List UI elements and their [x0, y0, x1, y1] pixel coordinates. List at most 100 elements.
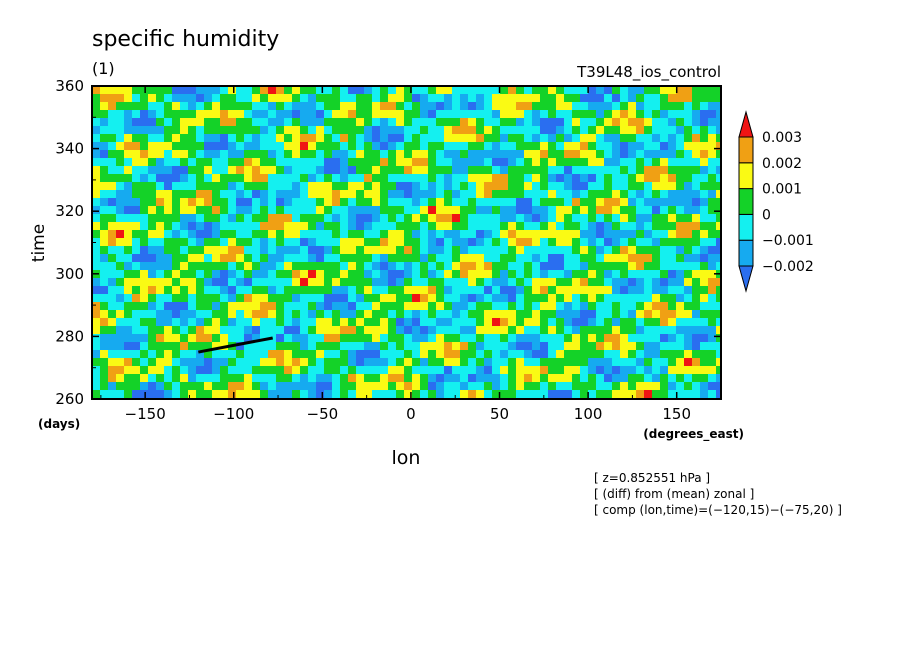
- heatmap-cell: [636, 254, 644, 262]
- heatmap-cell: [604, 222, 612, 230]
- heatmap-cell: [212, 366, 220, 374]
- heatmap-cell: [260, 270, 268, 278]
- heatmap-cell: [188, 238, 196, 246]
- heatmap-cell: [684, 86, 692, 94]
- heatmap-cell: [220, 326, 228, 334]
- heatmap-cell: [300, 206, 308, 214]
- heatmap-cell: [100, 310, 108, 318]
- heatmap-cell: [620, 126, 628, 134]
- heatmap-cell: [492, 174, 500, 182]
- heatmap-cell: [284, 326, 292, 334]
- heatmap-cell: [492, 350, 500, 358]
- heatmap-cell: [236, 334, 244, 342]
- heatmap-cell: [108, 166, 116, 174]
- heatmap-cell: [412, 118, 420, 126]
- heatmap-cell: [684, 262, 692, 270]
- heatmap-cell: [364, 286, 372, 294]
- heatmap-cell: [564, 110, 572, 118]
- heatmap-cell: [348, 182, 356, 190]
- heatmap-cell: [388, 86, 396, 94]
- heatmap-cell: [404, 286, 412, 294]
- heatmap-cell: [372, 262, 380, 270]
- heatmap-cell: [108, 382, 116, 390]
- x-axis: −150 −100 −50 0 50 100 150: [100, 86, 722, 423]
- heatmap-cell: [300, 110, 308, 118]
- heatmap-cell: [132, 150, 140, 158]
- heatmap-cell: [444, 374, 452, 382]
- heatmap-cell: [644, 214, 652, 222]
- heatmap-cell: [292, 326, 300, 334]
- heatmap-cell: [220, 246, 228, 254]
- heatmap-cell: [620, 342, 628, 350]
- heatmap-cell: [340, 134, 348, 142]
- heatmap-cell: [276, 118, 284, 126]
- heatmap-cell: [548, 214, 556, 222]
- heatmap-cell: [172, 158, 180, 166]
- heatmap-cell: [484, 270, 492, 278]
- heatmap-cell: [156, 150, 164, 158]
- heatmap-cell: [484, 182, 492, 190]
- heatmap-cell: [396, 318, 404, 326]
- heatmap-cell: [652, 238, 660, 246]
- heatmap-cell: [172, 230, 180, 238]
- heatmap-cell: [308, 334, 316, 342]
- heatmap-cell: [140, 166, 148, 174]
- heatmap-cell: [652, 206, 660, 214]
- heatmap-cell: [708, 190, 716, 198]
- heatmap-cell: [108, 182, 116, 190]
- heatmap-cell: [708, 150, 716, 158]
- heatmap-cell: [236, 246, 244, 254]
- heatmap-cell: [580, 214, 588, 222]
- heatmap-cell: [188, 94, 196, 102]
- heatmap-cell: [340, 270, 348, 278]
- heatmap-cell: [684, 102, 692, 110]
- heatmap-cell: [556, 142, 564, 150]
- heatmap-cell: [612, 294, 620, 302]
- heatmap-cell: [140, 310, 148, 318]
- heatmap-cell: [716, 342, 721, 350]
- heatmap-cell: [108, 238, 116, 246]
- heatmap-cell: [652, 134, 660, 142]
- heatmap-cell: [316, 238, 324, 246]
- heatmap-cell: [92, 142, 100, 150]
- heatmap-cell: [660, 86, 668, 94]
- heatmap-cell: [668, 286, 676, 294]
- heatmap-cell: [388, 246, 396, 254]
- heatmap-cell: [556, 126, 564, 134]
- heatmap-cell: [564, 326, 572, 334]
- heatmap-cell: [628, 254, 636, 262]
- heatmap-cell: [276, 142, 284, 150]
- heatmap-cell: [404, 166, 412, 174]
- heatmap-cell: [468, 318, 476, 326]
- heatmap-cell: [188, 278, 196, 286]
- heatmap-cell: [388, 238, 396, 246]
- heatmap-cell: [428, 270, 436, 278]
- heatmap-cell: [572, 190, 580, 198]
- heatmap-cell: [500, 198, 508, 206]
- heatmap-cell: [404, 102, 412, 110]
- heatmap-cell: [580, 174, 588, 182]
- heatmap-cell: [332, 382, 340, 390]
- heatmap-cell: [564, 262, 572, 270]
- heatmap-cell: [684, 142, 692, 150]
- heatmap-cell: [404, 182, 412, 190]
- heatmap-cell: [500, 358, 508, 366]
- heatmap-cell: [516, 102, 524, 110]
- heatmap-cell: [620, 222, 628, 230]
- heatmap-cell: [444, 350, 452, 358]
- heatmap-cell: [516, 94, 524, 102]
- heatmap-cell: [444, 342, 452, 350]
- heatmap-cell: [228, 254, 236, 262]
- heatmap-cell: [260, 334, 268, 342]
- heatmap-cell: [716, 278, 721, 286]
- heatmap-cell: [348, 374, 356, 382]
- heatmap-cell: [588, 286, 596, 294]
- heatmap-cell: [684, 230, 692, 238]
- heatmap-cell: [244, 342, 252, 350]
- heatmap-cell: [484, 126, 492, 134]
- heatmap-cell: [388, 222, 396, 230]
- heatmap-cell: [172, 102, 180, 110]
- heatmap-cell: [444, 318, 452, 326]
- heatmap-cell: [580, 166, 588, 174]
- heatmap-cell: [108, 206, 116, 214]
